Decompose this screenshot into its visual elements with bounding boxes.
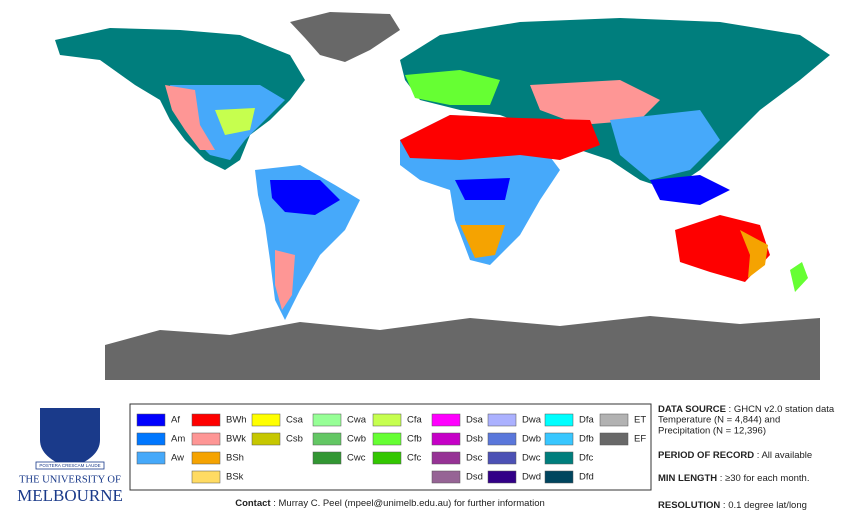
info-label: PERIOD OF RECORD [658, 450, 754, 461]
motto-ribbon [35, 461, 105, 470]
legend-label: Dfd [579, 472, 594, 483]
sahara-arabia [400, 115, 600, 160]
east-asia [610, 110, 720, 180]
legend-swatch [372, 413, 402, 427]
australia-coast [740, 230, 768, 278]
legend-swatch [136, 432, 166, 446]
legend-label: BWh [226, 415, 247, 426]
legend-swatch [487, 413, 517, 427]
legend-label: Dfa [579, 415, 595, 426]
legend-label: BWk [226, 434, 246, 445]
info-label: RESOLUTION [658, 500, 720, 511]
legend-label: Dwd [522, 472, 541, 483]
info-extra: Precipitation (N = 12,396) [658, 426, 766, 437]
legend-swatch [431, 470, 461, 484]
contact-text: : Murray C. Peel (mpeel@unimelb.edu.au) … [271, 498, 545, 509]
legend-swatch [372, 451, 402, 465]
info-label: DATA SOURCE [658, 404, 726, 415]
antarctica [105, 316, 820, 380]
legend-swatch [487, 470, 517, 484]
amazon [270, 180, 340, 215]
legend-label: Dsc [466, 453, 483, 464]
legend-swatch [251, 413, 281, 427]
legend-swatch [487, 432, 517, 446]
contact: Contact : Murray C. Peel (mpeel@unimelb.… [235, 498, 545, 509]
legend-label: Csb [286, 434, 303, 445]
central-asia [530, 80, 660, 125]
legend-swatch [599, 432, 629, 446]
na-dry [165, 85, 215, 150]
info-text: : GHCN v2.0 station data [726, 404, 835, 415]
legend-label: Dwc [522, 453, 541, 464]
legend-swatch [431, 451, 461, 465]
legend-swatch [251, 432, 281, 446]
legend-label: ET [634, 415, 646, 426]
info-line: MIN LENGTH : ≥30 for each month. [658, 473, 809, 484]
sa-south [275, 250, 295, 310]
legend-label: Cwb [347, 434, 366, 445]
info-label: MIN LENGTH [658, 473, 717, 484]
legend-label: Dwb [522, 434, 541, 445]
legend-label: Cfb [407, 434, 422, 445]
crest [40, 408, 100, 468]
legend-label: Dwa [522, 415, 542, 426]
info-line: RESOLUTION : 0.1 degree lat/long [658, 500, 807, 511]
legend-swatch [487, 451, 517, 465]
legend-swatch [191, 413, 221, 427]
legend-swatch [191, 470, 221, 484]
na-east [215, 108, 255, 135]
legend-label: EF [634, 434, 646, 445]
info-text: : 0.1 degree lat/long [720, 500, 807, 511]
legend-swatch [312, 413, 342, 427]
legend-label: Dfc [579, 453, 594, 464]
motto: POSTERA CRESCAM LAUDE [39, 463, 100, 468]
greenland [290, 12, 400, 62]
legend-swatch [191, 451, 221, 465]
world-map [55, 12, 830, 380]
africa-south [460, 225, 505, 258]
legend-label: Cwc [347, 453, 366, 464]
legend-swatch [312, 451, 342, 465]
legend-swatch [599, 413, 629, 427]
legend-swatch [544, 470, 574, 484]
legend-label: Am [171, 434, 185, 445]
congo [455, 178, 510, 200]
legend-label: Dsd [466, 472, 483, 483]
university-logo [35, 408, 105, 470]
contact-label: Contact [235, 498, 271, 509]
legend-label: Cfc [407, 453, 422, 464]
legend-swatch [431, 432, 461, 446]
legend-swatch [136, 451, 166, 465]
info-line: PERIOD OF RECORD : All available [658, 450, 812, 461]
legend-label: Cwa [347, 415, 367, 426]
legend-swatch [544, 413, 574, 427]
legend-label: Cfa [407, 415, 423, 426]
info-extra: Temperature (N = 4,844) and [658, 415, 780, 426]
legend-label: Csa [286, 415, 304, 426]
legend-swatch [431, 413, 461, 427]
legend-label: Dsa [466, 415, 484, 426]
info-text: : All available [754, 450, 812, 461]
indonesia [650, 175, 730, 205]
legend-swatch [136, 413, 166, 427]
legend-label: Dsb [466, 434, 483, 445]
legend-label: BSk [226, 472, 244, 483]
legend-swatch [544, 432, 574, 446]
europe [405, 70, 500, 105]
info-text: : ≥30 for each month. [717, 473, 809, 484]
info-line: DATA SOURCE : GHCN v2.0 station data [658, 404, 835, 415]
legend-label: Aw [171, 453, 184, 464]
legend-swatch [544, 451, 574, 465]
australia [675, 215, 770, 282]
legend-swatch [191, 432, 221, 446]
legend-label: Dfb [579, 434, 594, 445]
legend-swatch [312, 432, 342, 446]
legend-swatch [372, 432, 402, 446]
new-zealand [790, 262, 808, 292]
university-line2: MELBOURNE [17, 486, 123, 505]
legend-label: Af [171, 415, 180, 426]
university-line1: THE UNIVERSITY OF [19, 474, 121, 485]
legend-label: BSh [226, 453, 244, 464]
